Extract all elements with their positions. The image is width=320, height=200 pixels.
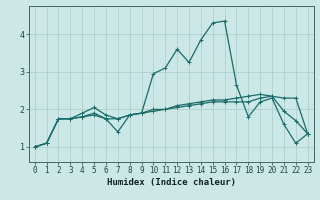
X-axis label: Humidex (Indice chaleur): Humidex (Indice chaleur) bbox=[107, 178, 236, 187]
